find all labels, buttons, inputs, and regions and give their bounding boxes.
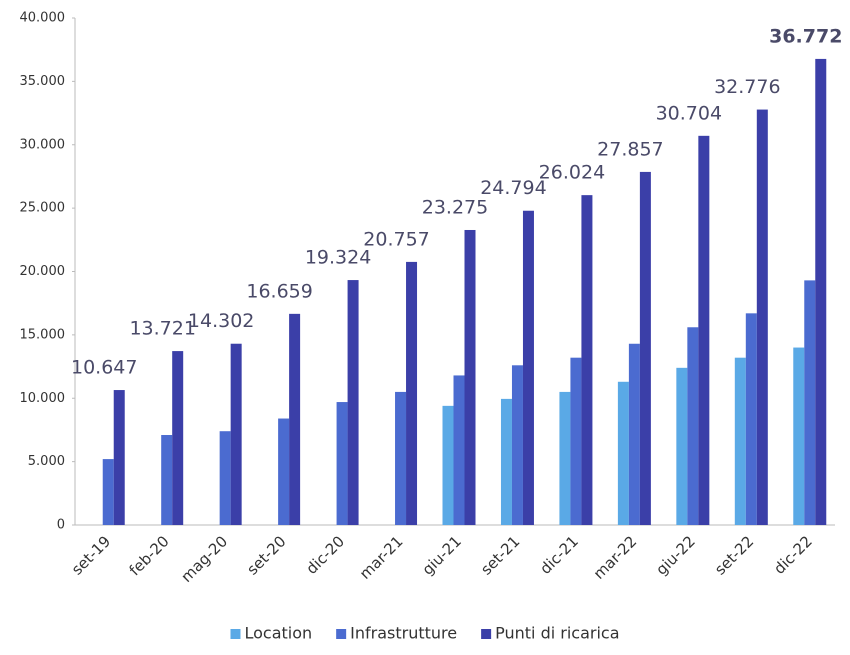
y-tick-label: 30.000 — [20, 137, 66, 152]
bar — [336, 402, 348, 525]
bar — [734, 357, 746, 525]
value-label: 10.647 — [71, 357, 137, 379]
bar — [617, 381, 629, 525]
x-tick-label: set-22 — [711, 532, 757, 578]
y-tick-label: 40.000 — [20, 11, 66, 26]
bar — [793, 347, 805, 525]
bar — [230, 343, 242, 525]
x-tick-label: set-19 — [68, 532, 114, 578]
bar — [745, 313, 757, 525]
bar — [113, 390, 125, 525]
value-label: 26.024 — [539, 162, 605, 184]
bar — [442, 405, 454, 525]
value-label: 32.776 — [714, 76, 780, 98]
y-tick-label: 35.000 — [20, 74, 66, 89]
bar — [161, 435, 173, 525]
bar — [804, 280, 816, 525]
x-tick-label: dic-21 — [536, 532, 582, 578]
bar — [464, 229, 476, 525]
x-tick-label: set-20 — [243, 532, 289, 578]
bar — [756, 109, 768, 525]
bar — [639, 171, 651, 525]
x-tick-label: giu-22 — [652, 532, 698, 578]
bar — [687, 327, 699, 525]
bar — [500, 398, 512, 525]
bar — [581, 195, 593, 525]
y-tick-label: 10.000 — [20, 391, 66, 406]
bar — [815, 58, 827, 525]
bar — [522, 210, 534, 525]
value-label: 23.275 — [422, 196, 488, 218]
bar — [559, 391, 571, 525]
value-label: 19.324 — [305, 247, 371, 269]
legend: Location Infrastrutture Punti di ricarica — [230, 624, 620, 643]
legend-swatch — [481, 629, 492, 639]
x-tick-label: feb-20 — [126, 532, 173, 579]
x-tick-label: dic-20 — [303, 532, 349, 578]
legend-label: Location — [244, 624, 312, 643]
y-tick-label: 25.000 — [20, 201, 66, 216]
bar — [219, 431, 231, 525]
bar — [289, 313, 301, 525]
value-label: 24.794 — [480, 177, 546, 199]
legend-swatch — [230, 629, 241, 639]
x-tick-label: set-21 — [477, 532, 523, 578]
x-tick-label: mag-20 — [178, 532, 232, 586]
legend-label: Infrastrutture — [350, 624, 457, 643]
bar — [406, 261, 418, 525]
value-label: 14.302 — [188, 310, 254, 332]
bar — [453, 375, 465, 525]
bar — [570, 357, 582, 525]
x-tick-label: dic-22 — [770, 532, 816, 578]
value-label: 36.772 — [769, 25, 842, 47]
x-tick-label: mar-21 — [356, 532, 407, 583]
bar — [102, 459, 114, 525]
legend-swatch — [336, 629, 347, 639]
bar — [628, 343, 640, 525]
bar — [172, 351, 184, 525]
value-label: 13.721 — [129, 318, 195, 340]
y-tick-label: 20.000 — [20, 264, 66, 279]
bar — [395, 391, 407, 525]
legend-label: Punti di ricarica — [495, 624, 619, 643]
bar — [676, 367, 688, 525]
bar — [347, 280, 359, 525]
bar — [511, 365, 523, 525]
value-label: 20.757 — [363, 228, 429, 250]
x-tick-label: giu-21 — [419, 532, 465, 578]
x-tick-label: mar-22 — [590, 532, 641, 583]
y-tick-label: 5.000 — [28, 454, 65, 469]
value-label: 30.704 — [656, 102, 722, 124]
y-tick-label: 0 — [57, 518, 65, 533]
y-tick-label: 15.000 — [20, 327, 66, 342]
value-label: 27.857 — [597, 138, 663, 160]
value-label: 16.659 — [246, 280, 312, 302]
bar — [698, 135, 710, 526]
bar — [278, 418, 290, 525]
